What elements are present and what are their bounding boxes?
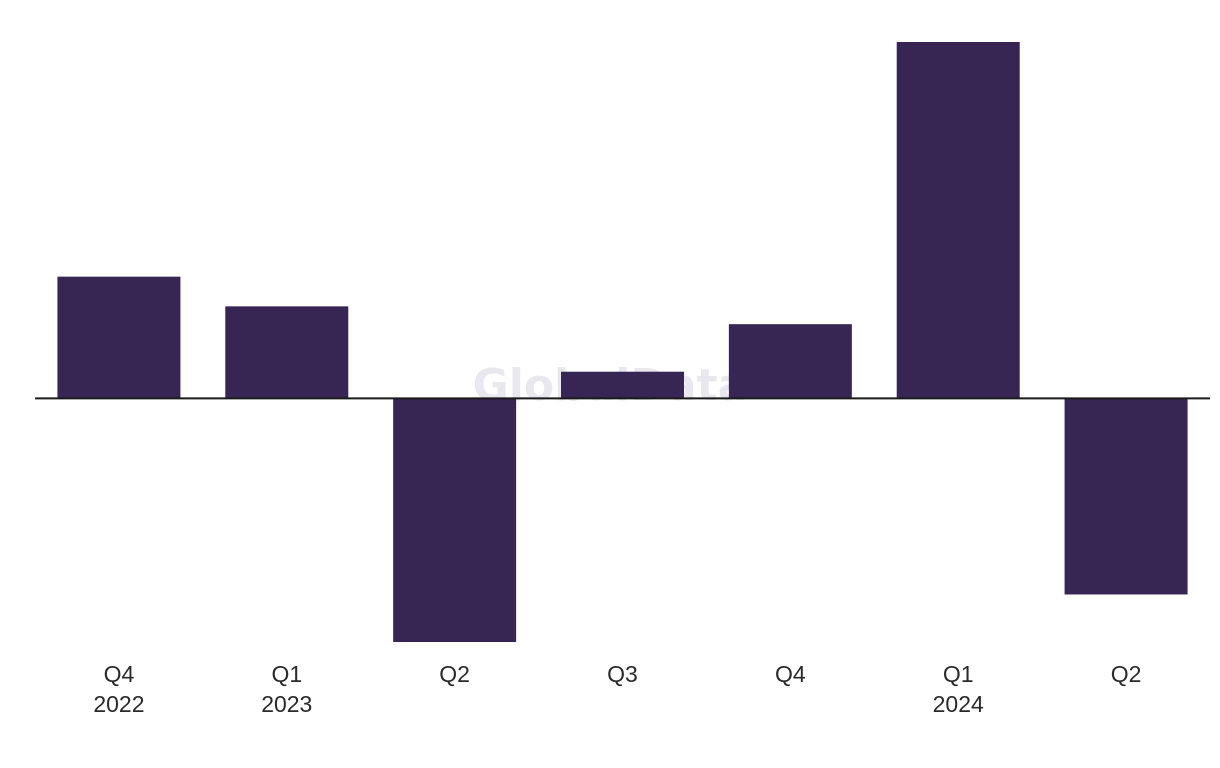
bar-1	[225, 306, 349, 399]
x-tick-year-1: 2023	[261, 691, 312, 717]
bar-4	[728, 324, 852, 399]
x-tick-quarter-4: Q4	[775, 661, 806, 687]
x-tick-quarter-3: Q3	[607, 661, 638, 687]
bar-3	[561, 371, 684, 399]
bar-2	[393, 398, 517, 642]
x-tick-quarter-1: Q1	[271, 661, 302, 687]
x-axis-labels: Q4 2022 Q1 2023 Q2 Q3 Q4 Q1 2024 Q2	[93, 661, 1141, 717]
x-tick-quarter-5: Q1	[943, 661, 974, 687]
x-tick-quarter-6: Q2	[1111, 661, 1142, 687]
x-tick-year-5: 2024	[933, 691, 984, 717]
x-tick-quarter-0: Q4	[104, 661, 135, 687]
x-tick-quarter-2: Q2	[439, 661, 470, 687]
x-tick-year-0: 2022	[93, 691, 144, 717]
bars-group	[57, 42, 1188, 642]
bar-5	[896, 42, 1020, 399]
bar-6	[1064, 398, 1188, 595]
bar-0	[57, 276, 181, 399]
